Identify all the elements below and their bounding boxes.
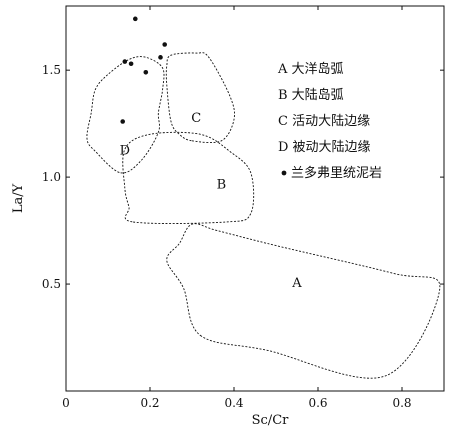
field-b-boundary xyxy=(122,131,255,224)
legend-item-label: 兰多弗里统泥岩 xyxy=(291,165,382,181)
data-point xyxy=(120,119,125,124)
field-c-label: C xyxy=(191,111,201,126)
y-tick-label: 0.5 xyxy=(42,277,61,291)
y-tick-label: 1.0 xyxy=(42,170,61,184)
legend-item-label: D 被动大陆边缘 xyxy=(278,139,371,155)
data-point xyxy=(143,70,149,75)
plot-area-frame xyxy=(65,5,445,392)
axis-ticks: 0 0.2 0.4 0.6 0.8 0.5 1.0 1.5 xyxy=(42,6,444,410)
data-point xyxy=(162,42,167,47)
data-point xyxy=(122,59,128,64)
x-tick-label: 0.2 xyxy=(140,396,159,410)
y-tick-label: 1.5 xyxy=(42,63,61,77)
field-a-label: A xyxy=(291,276,302,291)
field-c-boundary xyxy=(165,52,235,144)
data-point xyxy=(158,55,163,60)
data-points xyxy=(120,16,167,124)
data-point xyxy=(133,16,138,22)
y-axis-title: La/Y xyxy=(11,183,26,213)
x-tick-label: 0.4 xyxy=(224,396,243,410)
x-axis-title: Sc/Cr xyxy=(252,413,290,428)
legend-item-label: A 大洋岛弧 xyxy=(277,61,344,77)
legend-item-label: B 大陆岛弧 xyxy=(278,87,344,103)
x-tick-label: 0.6 xyxy=(308,396,327,410)
legend-point-marker xyxy=(281,170,287,176)
field-d-label: D xyxy=(120,143,130,158)
field-d-boundary xyxy=(86,56,165,174)
field-b-label: B xyxy=(217,178,227,193)
legend-item-label: C 活动大陆边缘 xyxy=(278,113,370,129)
tectonic-fields: A B C D xyxy=(86,52,441,379)
field-a-boundary xyxy=(166,223,441,379)
x-tick-label: 0.8 xyxy=(392,396,411,410)
x-tick-label: 0 xyxy=(62,396,70,410)
data-point xyxy=(128,61,134,67)
